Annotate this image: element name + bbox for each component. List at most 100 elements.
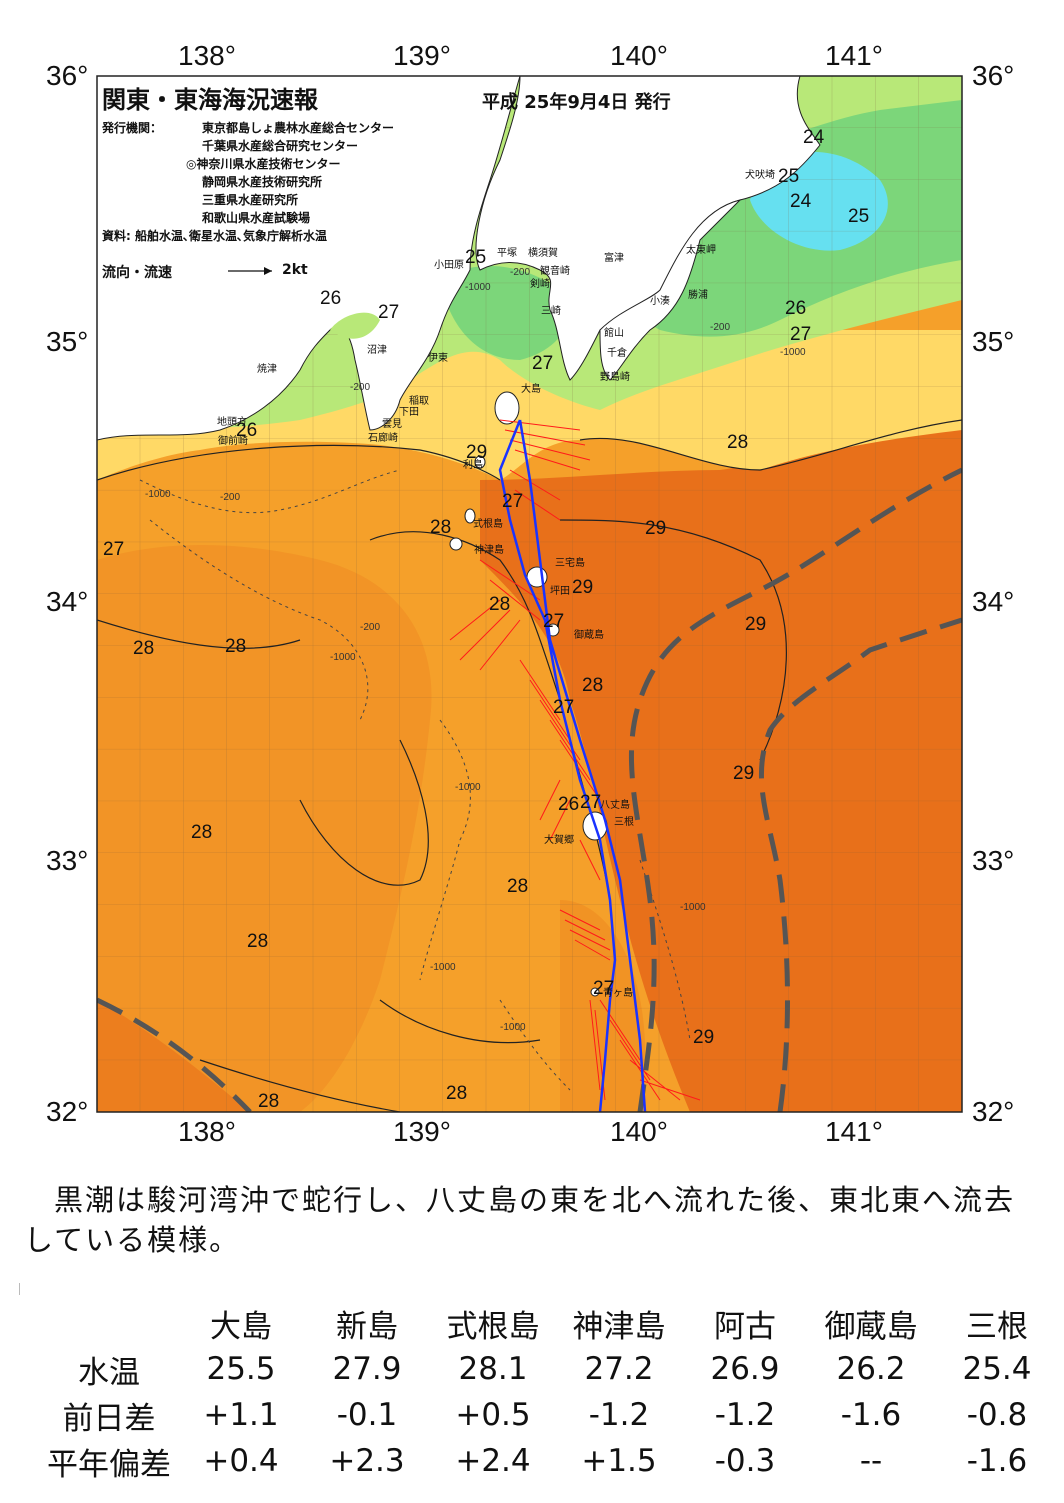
table-cell: +2.4	[455, 1443, 531, 1479]
legend-label: 流向・流速	[102, 265, 172, 281]
isotherm-label: 28	[191, 822, 212, 843]
place-label: 小湊	[650, 294, 670, 307]
isotherm-label: 27	[553, 697, 574, 718]
issue-date: 平成 25年9月4日 発行	[482, 92, 671, 113]
place-label: 下田	[399, 407, 419, 418]
lat-label-left: 35°	[46, 326, 89, 357]
observation-table: 大島 新島 式根島 神津島 阿古 御蔵島 三根 水温 25.5 27.9 28.…	[40, 1300, 1060, 1484]
table-cell: 25.5	[206, 1351, 276, 1387]
legend-arrowhead	[264, 267, 272, 275]
place-label: 御蔵島	[574, 628, 604, 641]
table-cell: -1.6	[966, 1443, 1028, 1479]
isotherm-label: 27	[103, 539, 124, 560]
isotherm-label: 28	[446, 1083, 467, 1104]
data-sources: 資料: 船舶水温､衛星水温､気象庁解析水温	[102, 229, 327, 243]
depth-label: -1000	[780, 347, 806, 358]
lon-label-bottom: 140°	[610, 1116, 668, 1147]
place-label: 式根島	[473, 517, 503, 530]
place-label: 館山	[604, 326, 624, 339]
table-cell: +0.4	[203, 1443, 279, 1479]
table-cell: 26.2	[836, 1351, 906, 1387]
isotherm-label: 29	[733, 763, 754, 784]
table-col-header: 御蔵島	[824, 1308, 918, 1345]
page-title: 関東・東海海況速報	[102, 86, 318, 114]
depth-label: -1000	[455, 782, 481, 793]
isotherm-label: 26	[320, 288, 341, 309]
legend-value: 2kt	[282, 262, 308, 278]
land-izu-west	[330, 312, 380, 339]
island-toshima	[474, 455, 486, 469]
sst-map: 24 24 25 25 25 26 26 26 27 27 27 27 28 2…	[96, 75, 963, 1113]
land-izu-tokai	[97, 76, 521, 441]
issuer-line: 静岡県水産技術研究所	[202, 175, 323, 189]
table-col-header: 神津島	[572, 1308, 666, 1345]
table-cell: --	[859, 1443, 883, 1479]
table-col-header: 大島	[210, 1308, 272, 1345]
isotherm-label: 28	[582, 675, 603, 696]
depth-label: -1000	[465, 282, 491, 293]
isotherm-label: 29	[572, 577, 593, 598]
isotherm-label: 27	[502, 491, 523, 512]
table-row: 平年偏差 +0.4 +2.3 +2.4 +1.5 -0.3 -- -1.6	[40, 1438, 1060, 1484]
place-label: 平塚	[497, 247, 517, 259]
lon-label-bottom: 138°	[178, 1116, 236, 1147]
island-oshima	[494, 391, 520, 425]
depth-label: -200	[510, 267, 530, 278]
place-label: 野島崎	[600, 370, 630, 383]
lat-label-left: 32°	[46, 1096, 89, 1127]
lat-label-right: 33°	[972, 845, 1015, 876]
place-label: 剣崎	[530, 277, 550, 290]
table-cell: -0.3	[714, 1443, 776, 1479]
place-label: 沼津	[367, 343, 387, 356]
place-label: 千倉	[607, 346, 627, 359]
table-cell: -0.8	[966, 1397, 1028, 1433]
place-label: 坪田	[550, 584, 570, 597]
lat-label-left: 34°	[46, 586, 89, 617]
table-col-header: 三根	[966, 1308, 1028, 1345]
lat-label-left: 33°	[46, 845, 89, 876]
table-header-row: 大島 新島 式根島 神津島 阿古 御蔵島 三根	[40, 1300, 1060, 1346]
table-cell: 25.4	[962, 1351, 1032, 1387]
place-label: 横須賀	[528, 246, 558, 259]
place-label: 焼津	[257, 363, 277, 375]
depth-label: -1000	[430, 962, 456, 973]
lat-label-right: 34°	[972, 586, 1015, 617]
table-cell: -1.6	[840, 1397, 902, 1433]
table-cell: -1.2	[714, 1397, 776, 1433]
issuer-line: ◎神奈川県水産技術センター	[186, 157, 341, 171]
survey-track	[498, 419, 647, 1112]
table-cell: 27.2	[584, 1351, 654, 1387]
place-label: 御前崎	[218, 434, 248, 447]
issuer-line: 千葉県水産総合研究センター	[202, 139, 359, 153]
isotherm-label: 26	[558, 794, 579, 815]
row-label: 水温	[78, 1354, 140, 1391]
table-cell: +1.5	[581, 1443, 657, 1479]
place-label: 大賀郷	[544, 833, 574, 846]
lon-label-top: 141°	[825, 40, 883, 71]
isotherm-label: 28	[727, 432, 748, 453]
place-label: 雲見	[382, 418, 402, 430]
table-row: 前日差 +1.1 -0.1 +0.5 -1.2 -1.2 -1.6 -0.8	[40, 1392, 1060, 1438]
place-label: 八丈島	[600, 798, 630, 811]
place-label: 犬吠埼	[745, 168, 775, 181]
issuer-label: 発行機関：	[102, 121, 163, 135]
lon-label-top: 138°	[178, 40, 236, 71]
isotherm-label: 28	[225, 636, 246, 657]
lon-label-bottom: 141°	[825, 1116, 883, 1147]
depth-label: -200	[350, 382, 370, 393]
isotherm-label: 25	[778, 166, 799, 187]
lat-label-right: 36°	[972, 60, 1015, 91]
place-label: 大島	[521, 382, 541, 395]
place-label: 小田原	[434, 259, 464, 271]
issuer-line: 東京都島しょ農林水産総合センター	[202, 121, 395, 135]
place-label: 稲取	[409, 395, 429, 407]
isotherm-label: 27	[580, 792, 601, 813]
map-frame	[96, 75, 963, 1113]
isotherm-label: 27	[593, 978, 614, 999]
isotherm-label: 27	[378, 302, 399, 323]
place-label: 三宅島	[555, 556, 585, 569]
table-row: 水温 25.5 27.9 28.1 27.2 26.9 26.2 25.4	[40, 1346, 1060, 1392]
isotherm-label: 29	[693, 1027, 714, 1048]
place-label: 三根	[614, 815, 634, 828]
depth-label: -200	[220, 492, 240, 503]
